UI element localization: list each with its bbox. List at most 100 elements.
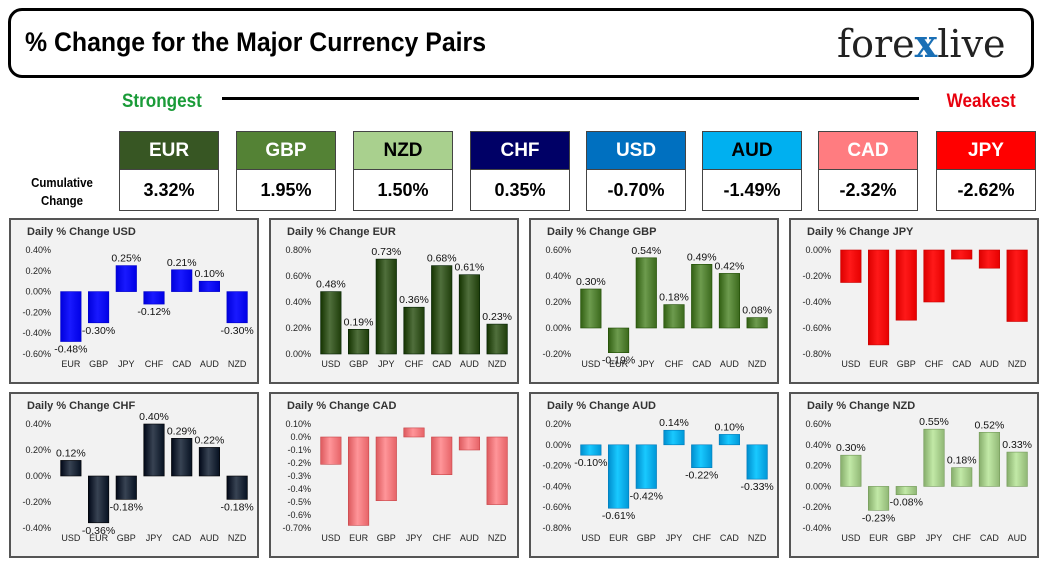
- currency-cell-jpy: JPY -2.62%: [936, 131, 1036, 211]
- data-label: 0.40%: [139, 411, 169, 423]
- currency-code: EUR: [120, 132, 218, 170]
- bar-cad: [171, 437, 193, 477]
- y-tick-label: 0.20%: [285, 323, 311, 333]
- cumulative-value: -0.70%: [587, 170, 685, 210]
- data-label: 0.23%: [482, 311, 512, 323]
- y-tick-label: 0.00%: [25, 471, 51, 481]
- data-label: 0.30%: [576, 276, 606, 288]
- x-tick-label: AUD: [980, 359, 1000, 369]
- weakest-label: Weakest: [946, 91, 1016, 112]
- x-tick-label: CHF: [145, 359, 164, 369]
- chart-title: Daily % Change JPY: [807, 226, 914, 238]
- y-tick-label: -0.2%: [287, 458, 311, 468]
- x-tick-label: NZD: [228, 533, 247, 543]
- chart-cad: Daily % Change CAD 0.10% 0.0% -0.1% -0.2% -0.…: [269, 392, 519, 558]
- bar-gbp: [635, 444, 657, 489]
- y-tick-label: -0.60%: [542, 502, 571, 512]
- data-label: 0.29%: [167, 425, 197, 437]
- data-label: -0.18%: [110, 501, 143, 513]
- x-tick-label: GBP: [897, 533, 916, 543]
- chart-eur: Daily % Change EUR 0.80% 0.60% 0.40% 0.20% 0.…: [269, 218, 519, 384]
- data-label: 0.18%: [659, 292, 689, 304]
- x-tick-label: GBP: [637, 533, 656, 543]
- bar-aud: [198, 447, 220, 477]
- x-tick-label: AUD: [1008, 533, 1028, 543]
- chart-svg: Daily % Change EUR 0.80% 0.60% 0.40% 0.20% 0.…: [285, 226, 512, 369]
- y-tick-label: -0.60%: [22, 349, 51, 359]
- x-tick-label: CAD: [432, 359, 452, 369]
- x-tick-label: USD: [581, 359, 601, 369]
- x-tick-label: JPY: [406, 533, 423, 543]
- cumulative-value: -2.62%: [937, 170, 1035, 210]
- x-tick-label: CHF: [692, 533, 711, 543]
- cumulative-value: 0.35%: [471, 170, 569, 210]
- data-label: 0.10%: [715, 421, 745, 433]
- x-tick-label: EUR: [869, 359, 889, 369]
- bar-cad: [431, 265, 453, 355]
- data-label: 0.61%: [455, 262, 485, 274]
- bar-jpy: [923, 428, 945, 487]
- cumulative-value: -2.32%: [819, 170, 917, 210]
- y-tick-label: -0.80%: [542, 523, 571, 533]
- currency-cell-gbp: GBP 1.95%: [236, 131, 336, 211]
- chart-svg: Daily % Change GBP 0.60% 0.40% 0.20% 0.00% -0…: [542, 226, 772, 369]
- logo-text-x: x: [914, 21, 938, 66]
- bar-nzd: [746, 317, 768, 329]
- y-tick-label: -0.20%: [542, 349, 571, 359]
- bar-chf: [691, 444, 713, 468]
- bar-cad: [978, 432, 1000, 487]
- currency-code: CHF: [471, 132, 569, 170]
- data-label: 0.08%: [742, 305, 772, 317]
- bar-gbp: [88, 291, 110, 324]
- data-label: -0.36%: [82, 525, 115, 537]
- y-tick-label: 0.60%: [285, 271, 311, 281]
- y-tick-label: -0.60%: [802, 323, 831, 333]
- x-tick-label: NZD: [488, 533, 507, 543]
- x-tick-label: GBP: [377, 533, 396, 543]
- currency-code: NZD: [354, 132, 452, 170]
- data-label: -0.10%: [574, 457, 607, 469]
- bar-chf: [951, 467, 973, 487]
- bar-gbp: [895, 249, 917, 321]
- currency-cell-chf: CHF 0.35%: [470, 131, 570, 211]
- y-tick-label: -0.6%: [287, 510, 311, 520]
- bar-chf: [923, 249, 945, 303]
- y-tick-label: -0.20%: [802, 502, 831, 512]
- data-label: -0.08%: [890, 497, 923, 509]
- cumulative-label-line2: Change: [41, 193, 83, 208]
- currency-cell-nzd: NZD 1.50%: [353, 131, 453, 211]
- y-tick-label: -0.40%: [802, 523, 831, 533]
- y-tick-label: 0.20%: [25, 445, 51, 455]
- x-tick-label: EUR: [869, 533, 889, 543]
- y-tick-label: 0.60%: [545, 245, 571, 255]
- bar-eur: [60, 291, 82, 342]
- chart-title: Daily % Change USD: [27, 226, 136, 238]
- data-label: -0.30%: [82, 325, 115, 337]
- data-label: -0.23%: [862, 512, 895, 524]
- bar-chf: [403, 306, 425, 355]
- x-tick-label: AUD: [200, 359, 220, 369]
- strongest-label: Strongest: [122, 91, 202, 112]
- bar-gbp: [895, 486, 917, 496]
- chart-svg: Daily % Change CAD 0.10% 0.0% -0.1% -0.2% -0.…: [282, 400, 508, 543]
- y-tick-label: 0.20%: [25, 266, 51, 276]
- data-label: 0.55%: [919, 416, 949, 428]
- data-label: 0.25%: [111, 253, 141, 265]
- currency-cell-cad: CAD -2.32%: [818, 131, 918, 211]
- x-tick-label: USD: [61, 533, 81, 543]
- bar-jpy: [663, 429, 685, 446]
- data-label: 0.49%: [687, 251, 717, 263]
- x-tick-label: JPY: [638, 359, 655, 369]
- chart-title: Daily % Change GBP: [547, 226, 656, 238]
- x-tick-label: CHF: [405, 359, 424, 369]
- x-tick-label: JPY: [926, 533, 943, 543]
- bar-aud: [718, 273, 740, 329]
- bar-jpy: [143, 423, 165, 477]
- bar-usd: [320, 291, 342, 355]
- x-tick-label: CAD: [980, 533, 1000, 543]
- data-label: -0.19%: [602, 355, 635, 367]
- y-tick-label: -0.3%: [287, 471, 311, 481]
- data-label: 0.22%: [195, 434, 225, 446]
- y-tick-label: 0.10%: [285, 419, 311, 429]
- y-tick-label: 0.20%: [545, 419, 571, 429]
